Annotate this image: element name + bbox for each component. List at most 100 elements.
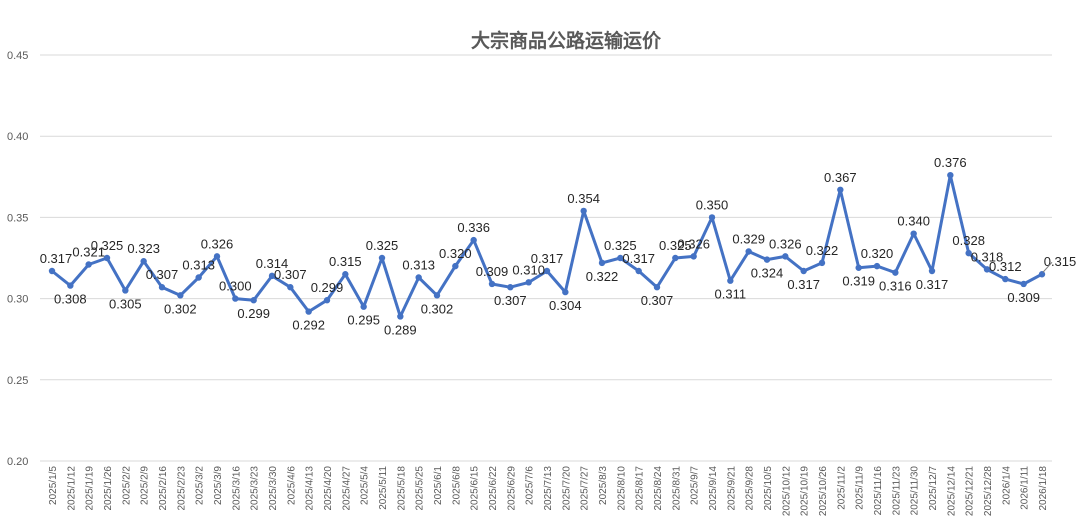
data-point (195, 274, 202, 281)
x-tick-label: 2025/6/29 (506, 466, 517, 511)
x-tick-label: 2025/6/8 (451, 466, 462, 505)
data-label: 0.324 (751, 266, 784, 281)
x-tick-label: 2025/6/15 (470, 466, 481, 511)
data-point (415, 274, 422, 281)
y-tick-label: 0.35 (7, 212, 28, 224)
y-tick-label: 0.20 (7, 456, 28, 468)
data-label: 0.317 (787, 277, 820, 292)
data-point (763, 256, 771, 263)
data-point (360, 303, 367, 310)
data-point (782, 253, 789, 260)
data-point (140, 258, 147, 265)
data-label: 0.309 (1007, 290, 1040, 305)
x-tick-label: 2025/10/5 (763, 466, 774, 511)
x-tick-label: 2025/3/23 (250, 466, 261, 511)
data-label: 0.308 (54, 292, 87, 307)
data-point (947, 171, 954, 179)
data-label: 0.302 (421, 301, 454, 316)
data-label: 0.325 (604, 238, 637, 253)
data-point (818, 259, 826, 267)
data-label: 0.329 (732, 232, 765, 247)
data-label: 0.325 (91, 238, 124, 253)
x-tick-label: 2025/7/6 (525, 466, 536, 505)
x-tick-label: 2026/1/11 (1020, 466, 1031, 510)
x-tick-label: 2025/2/2 (121, 466, 132, 505)
data-label: 0.326 (677, 236, 710, 251)
x-tick-label: 2025/5/4 (360, 466, 371, 505)
data-label: 0.307 (146, 267, 179, 282)
x-tick-label: 2025/10/26 (818, 466, 829, 516)
x-tick-label: 2025/6/1 (433, 466, 444, 505)
data-label: 0.300 (219, 279, 252, 294)
data-label: 0.326 (769, 236, 802, 251)
x-tick-label: 2025/4/6 (286, 466, 297, 505)
data-label: 0.317 (622, 251, 655, 266)
data-point (672, 254, 679, 262)
data-point (562, 288, 569, 296)
data-label: 0.350 (696, 197, 729, 212)
data-label: 0.313 (402, 257, 435, 272)
data-point (232, 295, 239, 302)
x-tick-label: 2025/1/19 (85, 466, 96, 511)
data-point (653, 284, 661, 291)
data-label: 0.336 (457, 220, 490, 235)
data-label: 0.307 (641, 293, 674, 308)
data-point (250, 297, 257, 304)
x-tick-label: 2025/9/14 (708, 466, 719, 511)
x-tick-label: 2025/8/24 (653, 466, 664, 511)
data-point (507, 284, 514, 291)
data-label: 0.292 (292, 318, 325, 333)
data-label: 0.326 (201, 236, 234, 251)
data-label: 0.320 (861, 246, 894, 261)
data-label: 0.311 (715, 287, 747, 302)
data-point (305, 308, 312, 315)
x-tick-label: 2025/7/13 (543, 466, 554, 511)
x-tick-label: 2025/10/12 (781, 466, 792, 516)
x-tick-label: 2025/7/27 (580, 466, 591, 511)
data-point (103, 254, 111, 262)
data-label: 0.317 (531, 251, 564, 266)
data-label: 0.317 (916, 277, 949, 292)
data-point (67, 282, 74, 289)
label-leader-line (1042, 261, 1053, 273)
data-label: 0.325 (659, 238, 692, 253)
data-point (745, 248, 752, 255)
x-axis: 2025/1/5 2025/1/12 2025/1/19 2025/1/26 2025/… (48, 466, 1049, 516)
data-point (965, 249, 972, 257)
x-tick-label: 2025/1/26 (103, 466, 114, 511)
data-labels: 0.3170.3080.3210.3250.3050.3230.3070.302… (40, 155, 1077, 337)
data-point (635, 267, 642, 275)
x-tick-label: 2025/8/3 (598, 466, 609, 505)
data-label: 0.323 (127, 241, 160, 256)
data-point (158, 284, 166, 291)
data-point (1002, 275, 1009, 283)
data-label: 0.328 (952, 233, 985, 248)
data-point (855, 264, 862, 271)
data-label: 0.376 (934, 155, 967, 170)
data-point (525, 279, 532, 286)
data-point (727, 277, 734, 284)
x-tick-label: 2025/1/5 (48, 466, 59, 505)
x-tick-label: 2025/11/16 (873, 466, 884, 516)
data-point (928, 267, 936, 275)
data-point (837, 186, 844, 193)
data-label: 0.302 (164, 301, 197, 316)
data-point (488, 280, 496, 288)
data-label: 0.321 (72, 244, 105, 259)
x-tick-label: 2025/11/23 (891, 466, 902, 516)
x-tick-label: 2025/11/30 (910, 466, 921, 516)
data-point (708, 214, 716, 221)
data-point (470, 236, 477, 244)
chart-title: 大宗商品公路运输运价 (471, 29, 662, 52)
x-tick-label: 2025/11/9 (855, 466, 866, 510)
series-line-group (48, 171, 1046, 320)
y-tick-label: 0.40 (7, 131, 28, 143)
x-tick-label: 2025/3/2 (195, 466, 206, 505)
x-tick-label: 2026/1/18 (1038, 466, 1049, 511)
data-label: 0.316 (879, 279, 912, 294)
data-point (617, 254, 624, 262)
data-label: 0.299 (237, 306, 270, 321)
x-tick-label: 2025/5/11 (378, 466, 389, 510)
x-tick-label: 2025/4/27 (341, 466, 352, 511)
data-label: 0.322 (806, 243, 839, 258)
